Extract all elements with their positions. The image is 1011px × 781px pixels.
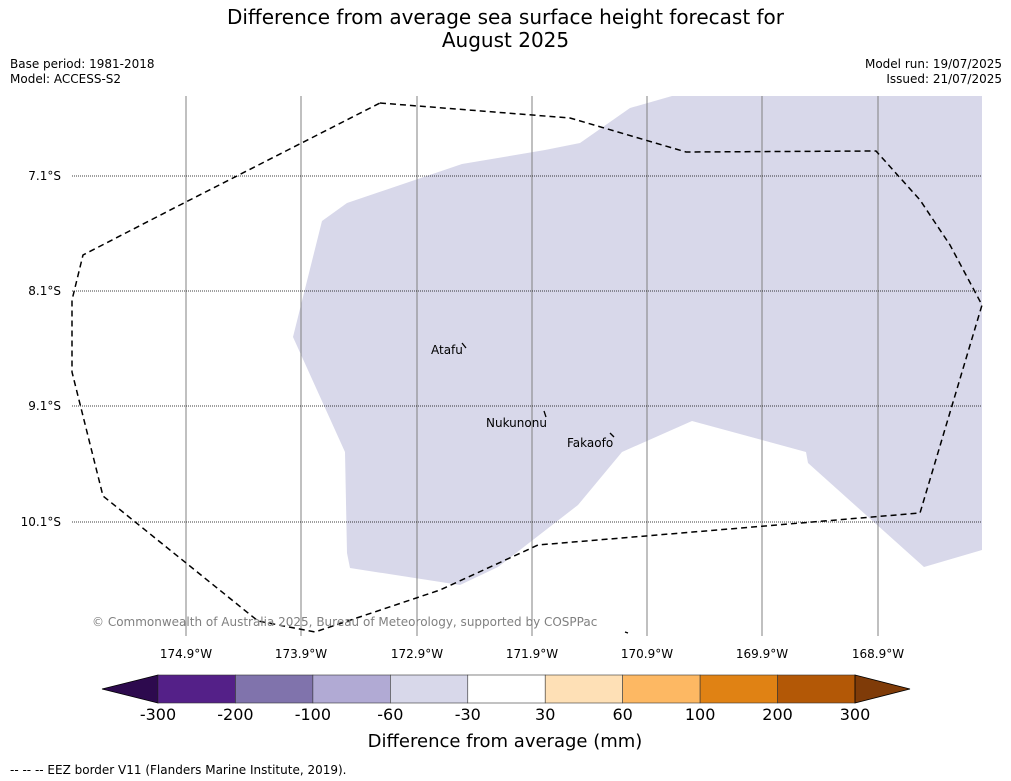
lon-label-5: 170.9°W	[621, 647, 673, 661]
lat-label-4: 10.1°S	[21, 515, 61, 529]
eez-legend-note: -- -- -- EEZ border V11 (Flanders Marine…	[10, 763, 347, 777]
island-swains-icon	[624, 631, 629, 634]
colorbar: -300 -200 -100 -60 -30 30 60 100 200 300	[101, 674, 911, 724]
lon-label-1: 174.9°W	[160, 647, 212, 661]
colorbar-tick-9: 200	[762, 705, 793, 724]
issued-date: Issued: 21/07/2025	[886, 72, 1002, 86]
colorbar-segment-8	[699, 674, 778, 704]
place-label-nukunonu: Nukunonu	[486, 416, 547, 430]
colorbar-segment-4	[390, 674, 469, 704]
meta-left: Base period: 1981-2018 Model: ACCESS-S2	[10, 57, 155, 87]
island-atafu-icon	[461, 342, 467, 349]
colorbar-extend-high	[854, 674, 911, 704]
colorbar-tick-6: 30	[535, 705, 555, 724]
anomaly-region	[293, 96, 982, 585]
eez-border	[71, 102, 983, 633]
place-label-fakaofo: Fakaofo	[567, 436, 613, 450]
model-name: Model: ACCESS-S2	[10, 72, 122, 86]
colorbar-segment-5	[467, 674, 546, 704]
lon-label-4: 171.9°W	[506, 647, 558, 661]
title-line-2: August 2025	[441, 28, 570, 52]
place-label-atafu: Atafu	[431, 343, 463, 357]
colorbar-segment-3	[312, 674, 391, 704]
island-nukunonu-icon	[543, 410, 547, 418]
colorbar-segment-9	[777, 674, 856, 704]
colorbar-tick-5: -30	[455, 705, 481, 724]
base-period: Base period: 1981-2018	[10, 57, 155, 71]
colorbar-tick-8: 100	[685, 705, 716, 724]
colorbar-tick-3: -100	[295, 705, 331, 724]
lon-label-3: 172.9°W	[391, 647, 443, 661]
map-title: Difference from average sea surface heig…	[0, 6, 1011, 52]
colorbar-segment-6	[544, 674, 623, 704]
lon-label-6: 169.9°W	[736, 647, 788, 661]
lat-label-1: 7.1°S	[28, 169, 61, 183]
latitude-gridlines	[72, 175, 982, 523]
colorbar-segment-1	[157, 674, 236, 704]
copyright-text: © Commonwealth of Australia 2025, Bureau…	[92, 615, 597, 629]
colorbar-tick-4: -60	[377, 705, 403, 724]
colorbar-tick-7: 60	[612, 705, 632, 724]
lon-label-2: 173.9°W	[275, 647, 327, 661]
lat-label-3: 9.1°S	[28, 399, 61, 413]
island-fakaofo-icon	[609, 432, 615, 438]
colorbar-segment-2	[235, 674, 314, 704]
model-run: Model run: 19/07/2025	[864, 57, 1002, 71]
colorbar-tick-2: -200	[217, 705, 253, 724]
longitude-gridlines	[185, 96, 879, 636]
lon-label-7: 168.9°W	[852, 647, 904, 661]
colorbar-extend-low	[101, 674, 159, 704]
meta-right: Model run: 19/07/2025 Issued: 21/07/2025	[865, 57, 1002, 87]
colorbar-tick-1: -300	[140, 705, 176, 724]
title-line-1: Difference from average sea surface heig…	[226, 5, 785, 29]
colorbar-title: Difference from average (mm)	[368, 731, 643, 752]
colorbar-segment-7	[622, 674, 701, 704]
lat-label-2: 8.1°S	[28, 284, 61, 298]
colorbar-tick-10: 300	[840, 705, 871, 724]
